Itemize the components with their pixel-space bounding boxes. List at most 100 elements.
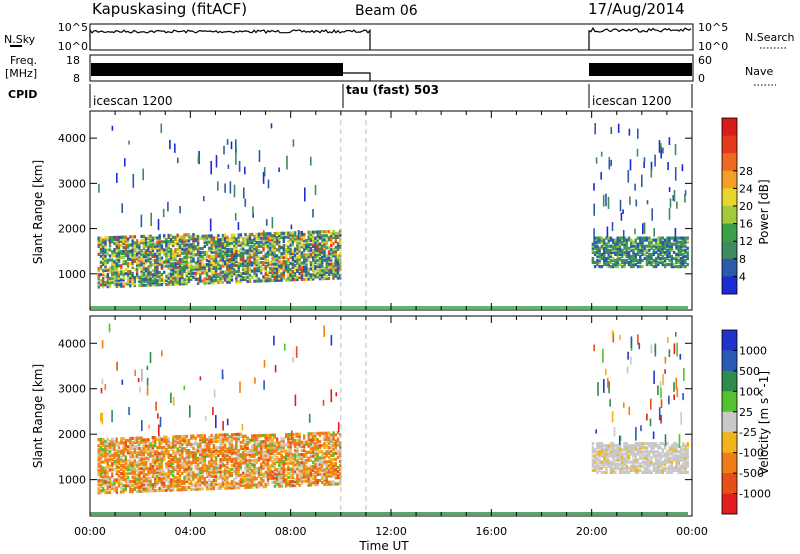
echo-cell: [260, 448, 263, 452]
echo-cell: [172, 250, 175, 254]
echo-cell: [269, 236, 272, 240]
echo-cell: [253, 257, 256, 261]
echo-cell: [106, 238, 109, 242]
echo-cell: [603, 460, 606, 464]
echo-cell: [117, 455, 121, 459]
echo-cell: [144, 483, 148, 487]
echo-cell: [609, 244, 613, 248]
echo-cell: [271, 244, 274, 248]
echo-cell: [596, 252, 599, 256]
echo-cell: [312, 277, 315, 281]
echo-cell: [120, 472, 123, 476]
echo-cell: [336, 476, 340, 480]
echo-cell: [591, 448, 595, 452]
echo-cell: [645, 450, 649, 454]
echo-cell: [659, 252, 662, 256]
echo-cell: [147, 446, 150, 450]
echo-cell: [303, 442, 306, 446]
echo-cell: [619, 199, 622, 212]
echo-cell: [210, 458, 213, 462]
echo-cell: [181, 276, 184, 280]
echo-cell: [275, 451, 279, 455]
y-tick-label: 3000: [58, 177, 86, 190]
echo-cell: [255, 273, 258, 277]
echo-cell: [616, 260, 619, 265]
echo-cell: [210, 266, 213, 271]
echo-cell: [233, 467, 236, 471]
echo-cell: [154, 456, 157, 460]
echo-cell: [323, 272, 326, 277]
echo-cell: [248, 277, 252, 281]
echo-cell: [111, 274, 114, 278]
echo-cell: [260, 240, 263, 244]
echo-cell: [169, 459, 173, 464]
echo-cell: [239, 247, 243, 251]
echo-cell: [230, 274, 234, 278]
echo-cell: [266, 452, 270, 456]
echo-cell: [293, 432, 297, 436]
echo-cell: [230, 449, 234, 453]
echo-cell: [244, 471, 247, 475]
echo-cell: [156, 476, 159, 480]
echo-cell: [253, 483, 256, 487]
echo-cell: [165, 449, 168, 453]
echo-cell: [117, 476, 121, 480]
echo-cell: [287, 441, 290, 445]
echo-cell: [124, 282, 127, 286]
echo-cell: [623, 448, 626, 452]
echo-cell: [332, 272, 335, 276]
echo-cell: [228, 237, 231, 241]
echo-cell: [257, 267, 261, 271]
echo-cell: [176, 459, 179, 463]
echo-cell: [255, 469, 258, 473]
echo-cell: [108, 323, 111, 332]
echo-cell: [598, 442, 601, 446]
echo-cell: [305, 454, 308, 458]
echo-cell: [314, 462, 317, 466]
echo-cell: [332, 248, 335, 252]
echo-cell: [242, 455, 245, 459]
echo-cell: [598, 466, 601, 470]
echo-cell: [134, 369, 136, 377]
echo-cell: [621, 462, 624, 466]
echo-cell: [298, 442, 301, 446]
echo-cell: [223, 437, 227, 441]
echo-cell: [214, 452, 218, 456]
echo-cell: [616, 256, 619, 261]
echo-cell: [637, 128, 639, 139]
echo-cell: [616, 444, 619, 448]
echo-cell: [142, 454, 146, 458]
echo-cell: [135, 444, 139, 448]
echo-cell: [201, 234, 204, 238]
echo-cell: [289, 274, 292, 278]
echo-cell: [237, 486, 240, 490]
echo-cell: [677, 248, 680, 252]
echo-cell: [296, 463, 299, 467]
echo-cell: [325, 433, 328, 437]
echo-cell: [312, 448, 315, 452]
echo-cell: [122, 239, 125, 243]
echo-cell: [219, 443, 222, 447]
echo-cell: [339, 445, 342, 449]
echo-cell: [336, 262, 340, 266]
echo-cell: [210, 474, 213, 478]
echo-cell: [212, 236, 216, 240]
echo-cell: [260, 452, 263, 456]
echo-cell: [309, 249, 313, 253]
echo-cell: [226, 472, 229, 476]
echo-cell: [122, 274, 125, 278]
echo-cell: [138, 277, 141, 281]
echo-cell: [330, 470, 333, 474]
echo-cell: [160, 454, 164, 458]
echo-cell: [111, 410, 113, 423]
echo-cell: [106, 283, 109, 287]
echo-cell: [312, 236, 315, 240]
echo-cell: [253, 460, 256, 465]
echo-cell: [113, 282, 116, 286]
echo-cell: [129, 441, 132, 445]
echo-cell: [307, 249, 310, 253]
echo-cell: [172, 254, 175, 258]
echo-cell: [248, 483, 252, 487]
echo-cell: [167, 233, 170, 238]
echo-cell: [158, 443, 161, 448]
